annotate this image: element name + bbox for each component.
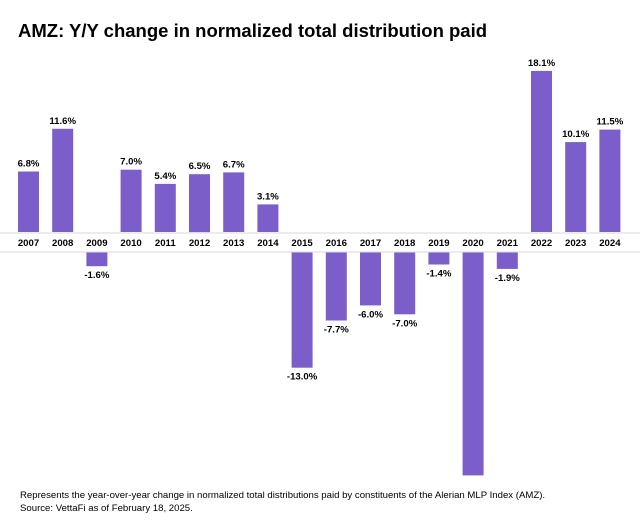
bar-2014 [257, 204, 279, 232]
data-label-2008: 11.6% [49, 116, 76, 127]
data-label-2013: 6.7% [223, 159, 245, 170]
data-label-2010: 7.0% [120, 157, 142, 168]
data-label-2007: 6.8% [18, 159, 40, 170]
x-tick-label-2024: 2024 [599, 238, 621, 249]
data-label-2019: -1.4% [426, 269, 452, 280]
x-tick-label-2023: 2023 [565, 238, 586, 249]
x-tick-label-2018: 2018 [394, 238, 416, 249]
bar-2019 [428, 252, 450, 265]
data-label-2021: -1.9% [495, 273, 521, 284]
bars-group [18, 70, 621, 476]
bar-2008 [52, 128, 74, 232]
x-tick-label-2012: 2012 [189, 238, 210, 249]
data-label-2016: -7.7% [324, 325, 350, 336]
chart-title: AMZ: Y/Y change in normalized total dist… [18, 20, 488, 41]
bar-2010 [120, 169, 142, 232]
data-label-2009: -1.6% [84, 270, 110, 281]
x-tick-label-2013: 2013 [223, 238, 244, 249]
data-label-2012: 6.5% [189, 161, 211, 172]
x-tick-labels-group: 2007 2008 2009 2010 2011 2012 2013 2014 2015 2016… [18, 238, 621, 249]
footnote-source: Source: VettaFi as of February 18, 2025. [20, 503, 193, 514]
bar-2009 [86, 252, 108, 267]
bar-2021 [496, 252, 518, 269]
x-tick-label-2008: 2008 [52, 238, 74, 249]
bar-2015 [291, 252, 313, 368]
x-tick-label-2010: 2010 [120, 238, 141, 249]
bar-2023 [565, 142, 587, 232]
bar-2013 [223, 172, 245, 232]
data-label-2023: 10.1% [562, 129, 590, 140]
x-tick-label-2011: 2011 [155, 238, 176, 249]
data-label-2018: -7.0% [392, 318, 418, 329]
footnote-description: Represents the year-over-year change in … [20, 490, 546, 501]
x-tick-label-2019: 2019 [428, 238, 449, 249]
data-label-2014: 3.1% [257, 191, 279, 202]
bar-2020 [462, 252, 484, 476]
x-tick-label-2014: 2014 [257, 238, 279, 249]
bar-2024 [599, 129, 621, 232]
data-label-2011: 5.4% [154, 171, 176, 182]
bar-2017 [360, 252, 381, 306]
bar-2007 [18, 171, 39, 232]
x-tick-label-2015: 2015 [291, 238, 313, 249]
bar-2011 [154, 183, 176, 232]
data-label-2024: 11.5% [597, 117, 624, 128]
bar-2018 [394, 252, 416, 315]
footnote: Represents the year-over-year change in … [20, 489, 545, 515]
x-tick-label-2020: 2020 [462, 238, 483, 249]
bar-chart: 6.8% 11.6% -1.6% 7.0% 5.4% 6.5% 6.7% 3.1% -13.0%… [0, 58, 640, 480]
x-tick-label-2021: 2021 [497, 238, 519, 249]
data-label-2022: 18.1% [528, 58, 556, 69]
data-label-2017: -6.0% [358, 309, 384, 320]
data-label-2020: -25.1% [458, 479, 489, 480]
bar-2022 [531, 70, 552, 233]
x-tick-label-2016: 2016 [326, 238, 347, 249]
x-tick-label-2017: 2017 [360, 238, 381, 249]
data-labels-group: 6.8% 11.6% -1.6% 7.0% 5.4% 6.5% 6.7% 3.1% -13.0%… [18, 58, 624, 480]
bar-2016 [325, 252, 347, 321]
x-tick-label-2009: 2009 [86, 238, 107, 249]
bar-2012 [189, 174, 210, 233]
data-label-2015: -13.0% [287, 372, 318, 383]
x-axis [0, 232, 640, 253]
x-tick-label-2007: 2007 [18, 238, 39, 249]
x-tick-label-2022: 2022 [531, 238, 552, 249]
